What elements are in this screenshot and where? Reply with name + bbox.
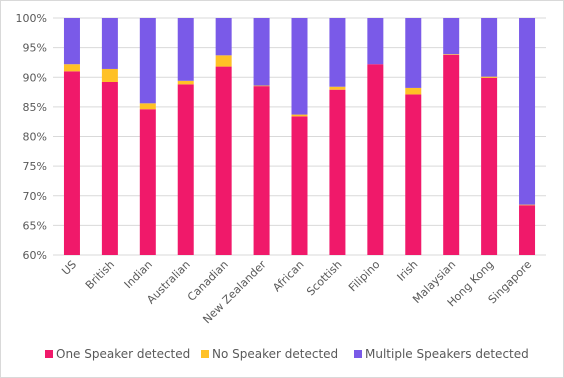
bar-group-indian — [139, 18, 156, 256]
bar-group-canadian — [215, 18, 232, 256]
y-axis: 60% 65% 70% 75% 80% 85% 90% 95% 100% — [16, 12, 47, 262]
bar-us-multiple-speakers-detected — [63, 18, 80, 65]
y-tick-label-90: 90% — [23, 71, 47, 84]
bar-canadian-multiple-speakers-detected — [215, 18, 232, 56]
bar-indian-no-speaker-detected — [139, 103, 156, 110]
legend-label-multiple-speakers-detected: Multiple Speakers detected — [365, 347, 529, 361]
bar-singapore-no-speaker-detected — [519, 204, 536, 206]
legend-swatch-multiple-speakers-detected — [354, 350, 362, 358]
bar-group-irish — [405, 18, 422, 256]
bar-irish-one-speaker-detected — [405, 94, 422, 256]
bar-scottish-no-speaker-detected — [329, 86, 346, 90]
bar-australian-one-speaker-detected — [177, 84, 194, 255]
legend-swatch-no-speaker-detected — [201, 350, 209, 358]
y-tick-label-80: 80% — [23, 131, 47, 144]
y-tick-label-65: 65% — [23, 219, 47, 232]
x-tick-label-scottish: Scottish — [304, 258, 344, 298]
legend: One Speaker detected No Speaker detected M… — [45, 347, 529, 361]
legend-swatch-one-speaker-detected — [45, 350, 53, 358]
bar-canadian-no-speaker-detected — [215, 55, 232, 67]
bar-us-one-speaker-detected — [63, 71, 80, 255]
bar-canadian-one-speaker-detected — [215, 66, 232, 256]
bar-indian-multiple-speakers-detected — [139, 18, 156, 104]
x-tick-label-british: British — [83, 258, 117, 292]
legend-label-one-speaker-detected: One Speaker detected — [56, 347, 190, 361]
bar-group-new-zealander — [253, 18, 270, 255]
bar-british-multiple-speakers-detected — [101, 18, 118, 69]
bar-singapore-one-speaker-detected — [519, 205, 536, 255]
x-tick-label-irish: Irish — [395, 258, 421, 284]
bar-irish-multiple-speakers-detected — [405, 18, 422, 88]
y-tick-label-100: 100% — [16, 12, 47, 25]
y-tick-label-85: 85% — [23, 101, 47, 114]
y-tick-label-60: 60% — [23, 249, 47, 262]
bar-irish-no-speaker-detected — [405, 87, 422, 95]
bar-malaysian-no-speaker-detected — [443, 54, 460, 55]
bars — [63, 18, 536, 256]
bar-malaysian-one-speaker-detected — [443, 54, 460, 255]
y-tick-label-95: 95% — [23, 42, 47, 55]
bar-african-multiple-speakers-detected — [291, 18, 308, 115]
y-tick-label-75: 75% — [23, 160, 47, 173]
bar-group-filipino — [367, 18, 384, 255]
bar-filipino-one-speaker-detected — [367, 64, 384, 255]
bar-hong-kong-one-speaker-detected — [481, 77, 498, 255]
bar-filipino-multiple-speakers-detected — [367, 18, 384, 65]
bar-scottish-multiple-speakers-detected — [329, 18, 346, 87]
x-tick-label-us: US — [59, 258, 79, 278]
bar-group-australian — [177, 18, 194, 255]
bar-group-malaysian — [443, 18, 460, 255]
bar-new-zealander-no-speaker-detected — [253, 85, 270, 87]
bar-group-scottish — [329, 18, 346, 255]
x-tick-label-filipino: Filipino — [346, 258, 383, 295]
legend-label-no-speaker-detected: No Speaker detected — [212, 347, 338, 361]
bar-new-zealander-one-speaker-detected — [253, 86, 270, 255]
y-tick-label-70: 70% — [23, 190, 47, 203]
bar-hong-kong-multiple-speakers-detected — [481, 18, 498, 77]
bar-singapore-multiple-speakers-detected — [519, 18, 536, 205]
bar-australian-no-speaker-detected — [177, 80, 194, 85]
bar-group-british — [101, 18, 118, 256]
bar-scottish-one-speaker-detected — [329, 89, 346, 255]
bar-new-zealander-multiple-speakers-detected — [253, 18, 270, 86]
bar-group-singapore — [519, 18, 536, 255]
bar-british-no-speaker-detected — [101, 68, 118, 82]
bar-indian-one-speaker-detected — [139, 109, 156, 256]
bar-group-us — [63, 18, 80, 255]
bar-australian-multiple-speakers-detected — [177, 18, 194, 81]
x-tick-label-african: African — [270, 258, 306, 294]
bar-malaysian-multiple-speakers-detected — [443, 18, 460, 55]
bar-us-no-speaker-detected — [63, 64, 80, 72]
bar-group-hong-kong — [481, 18, 498, 255]
bar-british-one-speaker-detected — [101, 81, 118, 256]
bar-african-one-speaker-detected — [291, 116, 308, 255]
bar-african-no-speaker-detected — [291, 114, 308, 117]
x-tick-label-indian: Indian — [122, 258, 155, 291]
bar-hong-kong-no-speaker-detected — [481, 76, 498, 78]
bar-group-african — [291, 18, 308, 255]
